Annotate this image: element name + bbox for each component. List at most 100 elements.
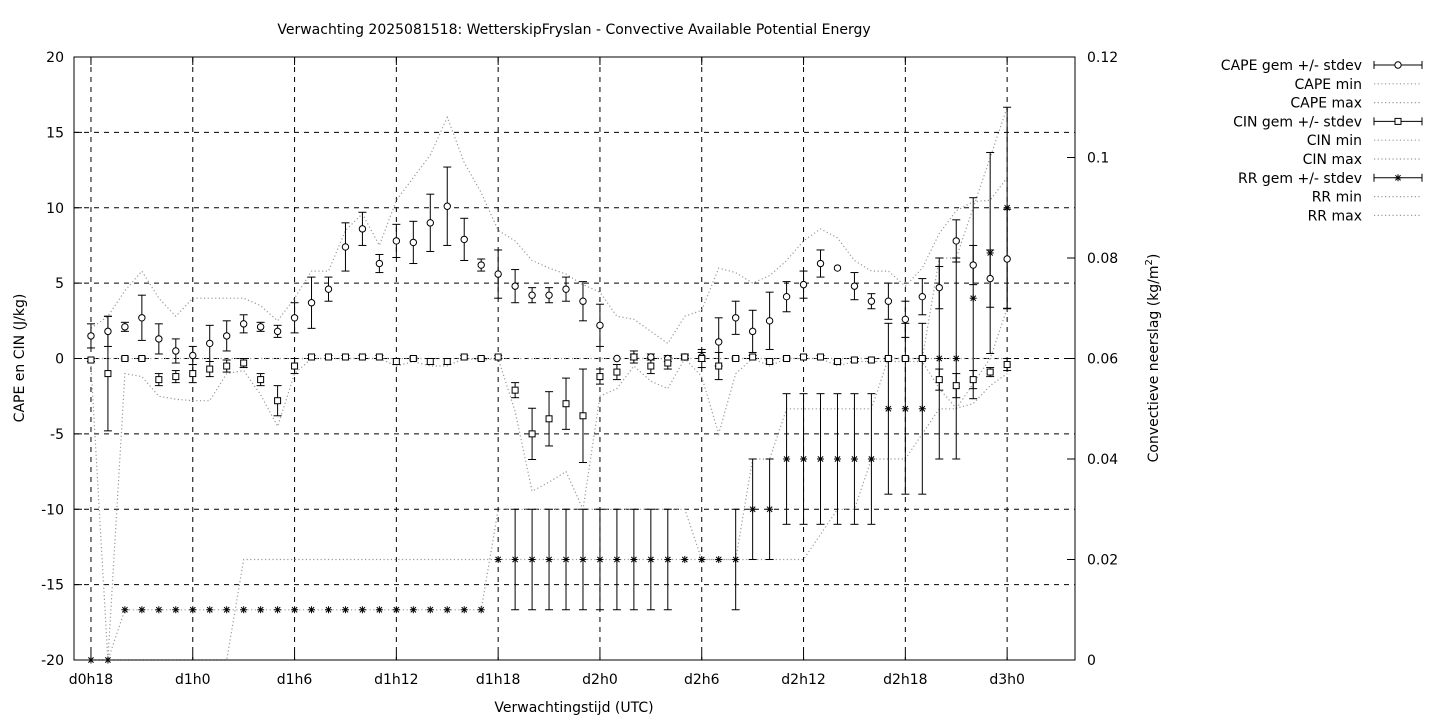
rr-point <box>511 556 519 563</box>
star-stroke <box>172 606 179 613</box>
cin-point <box>155 376 163 384</box>
cape-point <box>901 315 910 324</box>
legend-label-cin_max: CIN max <box>1303 152 1362 168</box>
rr-point <box>358 606 366 614</box>
y2-tick-label: 0 <box>1087 653 1096 669</box>
cape-point <box>206 339 214 348</box>
cin-point <box>494 353 502 361</box>
cape-point <box>87 332 95 340</box>
rr-point <box>274 606 282 614</box>
cin-point <box>274 397 282 405</box>
x-tick-label: d1h18 <box>476 672 520 688</box>
cin-point <box>172 373 180 381</box>
cin-point <box>630 353 638 361</box>
star-stroke <box>834 456 841 462</box>
cape-point <box>121 323 129 331</box>
x-axis-label: Verwachtingstijd (UTC) <box>494 700 653 716</box>
star-stroke <box>529 556 536 563</box>
cape-point <box>884 297 893 305</box>
cape-point <box>511 282 519 290</box>
star-stroke <box>749 506 756 513</box>
star-stroke <box>715 556 722 563</box>
star-stroke <box>478 606 485 613</box>
cape-point <box>104 327 112 336</box>
rr-point <box>341 606 349 614</box>
x-tick-label: d1h6 <box>277 672 313 688</box>
star-stroke <box>936 355 943 362</box>
star-stroke <box>410 606 417 613</box>
cape-point <box>579 297 587 305</box>
cape-point <box>952 237 960 245</box>
cin-point <box>749 353 757 361</box>
cape-point <box>613 354 621 363</box>
cape-point <box>324 285 333 293</box>
rr-point <box>715 556 723 563</box>
star-stroke <box>987 250 994 256</box>
cape-point <box>782 292 791 301</box>
rr-point <box>783 455 791 463</box>
star-stroke <box>783 456 790 462</box>
x-tick-label: d2h6 <box>684 672 720 688</box>
y-tick-label: -20 <box>41 653 64 669</box>
rr-point <box>240 606 248 614</box>
cin-point <box>783 355 791 362</box>
cin-point <box>291 362 299 370</box>
rr-point <box>1003 204 1011 212</box>
star-stroke <box>970 295 977 302</box>
cape-point <box>290 314 299 322</box>
star-stroke <box>206 606 213 613</box>
rr-point <box>952 355 960 362</box>
star-stroke <box>681 556 688 563</box>
y-tick-label: -15 <box>41 578 64 594</box>
y2-tick-label: 0.08 <box>1087 251 1118 267</box>
rr-point <box>664 556 672 563</box>
rr-point <box>528 556 536 563</box>
cin-point <box>104 370 112 378</box>
y2-tick-label: 0.1 <box>1087 151 1109 167</box>
cape-point <box>748 327 757 336</box>
cin-point <box>1003 361 1011 369</box>
rr-point <box>613 556 621 563</box>
star-stroke <box>953 355 960 362</box>
star-stroke <box>817 456 824 462</box>
star-stroke <box>444 606 451 613</box>
rr-point <box>579 556 587 563</box>
cin-point <box>324 353 332 361</box>
cin-point <box>409 355 417 362</box>
star-stroke <box>732 556 739 563</box>
cin-point <box>817 353 825 361</box>
cin-point <box>613 368 621 376</box>
star-stroke <box>121 606 128 613</box>
rr-point <box>884 405 892 413</box>
cin-point <box>918 355 926 362</box>
y2-tick-label: 0.02 <box>1087 553 1118 569</box>
rr-point <box>443 606 451 614</box>
rr-point <box>817 455 825 463</box>
y-tick-label: -5 <box>50 427 64 443</box>
cin-point <box>884 355 892 362</box>
cin-point <box>715 362 723 370</box>
rr-point <box>477 606 485 614</box>
rr-point <box>749 505 757 513</box>
rr-point <box>324 606 332 614</box>
rr-point <box>681 556 689 563</box>
y-tick-label: 0 <box>55 352 64 368</box>
cape-point <box>935 283 943 292</box>
cin-point <box>545 415 553 423</box>
rr-point <box>138 606 146 614</box>
cape-point <box>189 351 197 360</box>
x-tick-label: d1h12 <box>374 672 418 688</box>
cape-point <box>986 274 994 283</box>
cin-point <box>969 376 977 384</box>
cin-point <box>257 376 265 384</box>
x-tick-label: d0h18 <box>69 672 113 688</box>
star-stroke <box>155 606 162 613</box>
rr-point <box>850 455 858 463</box>
rr-point <box>121 606 129 614</box>
rr-point <box>223 606 231 614</box>
star-stroke <box>885 405 892 412</box>
star-stroke <box>274 606 281 613</box>
rr-point <box>732 556 740 563</box>
legend-label-rr_min: RR min <box>1312 190 1362 206</box>
cape-point <box>731 314 740 322</box>
